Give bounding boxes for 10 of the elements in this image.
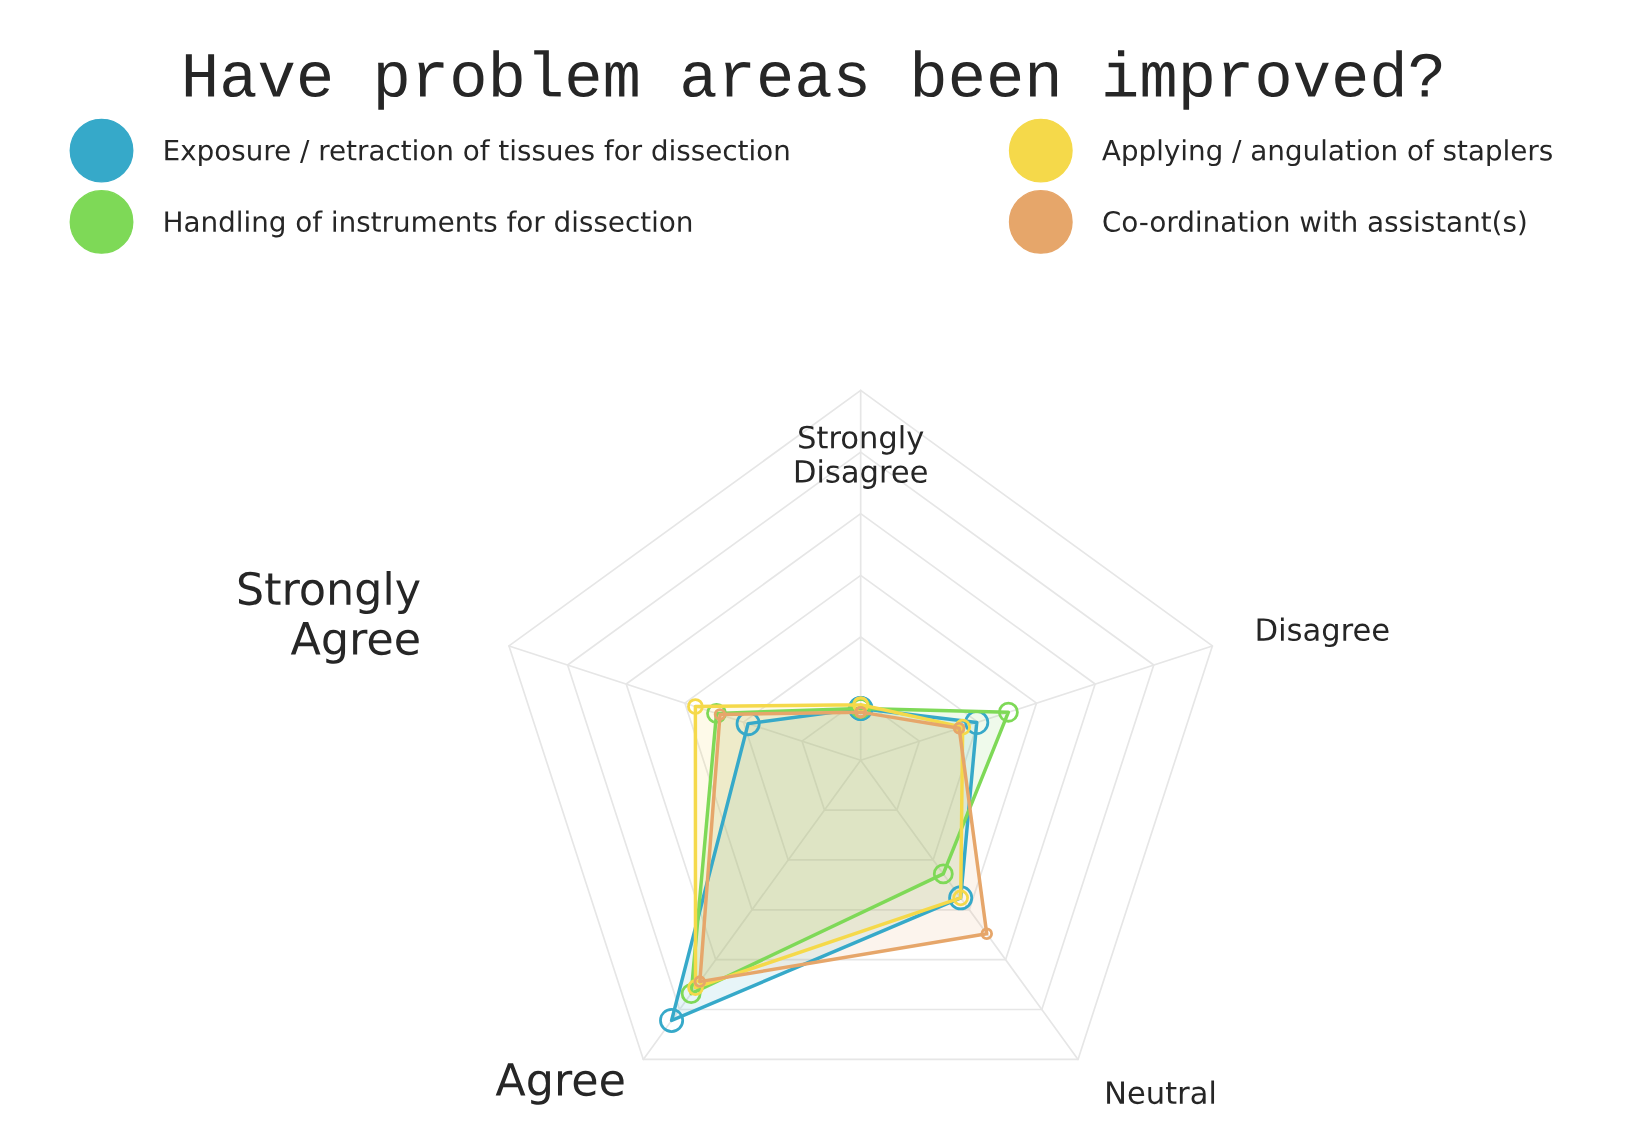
legend-label: Applying / angulation of staplers (1102, 139, 1552, 167)
spoke-label: Strongly Agree (238, 570, 420, 664)
legend-label: Handling of instruments for dissection (165, 210, 692, 238)
spoke-label: Strongly Disagree (795, 425, 927, 489)
chart-title: Have problem areas been improved? (185, 50, 1442, 110)
legend-label: Co-ordination with assistant(s) (1103, 210, 1526, 236)
spoke-label: Neutral (1107, 1080, 1215, 1105)
legend-label: Exposure / retraction of tissues for dissection (165, 139, 789, 167)
spoke-label: Disagree (1257, 617, 1389, 648)
spoke-label: Agree (495, 1063, 624, 1105)
